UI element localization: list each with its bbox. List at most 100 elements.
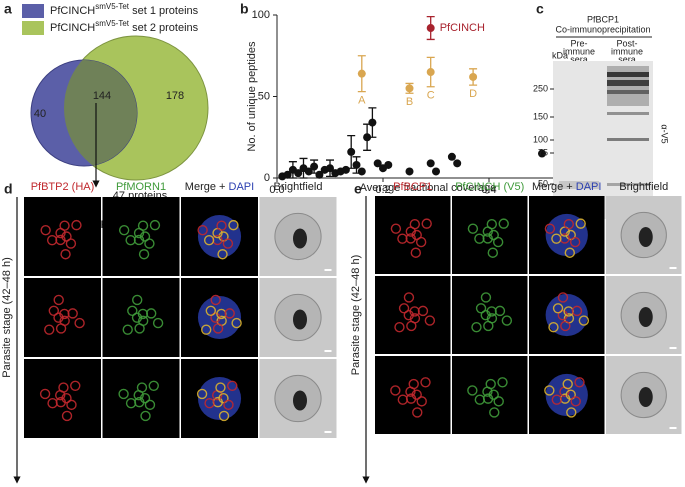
channel-header: PfBTP2 (HA) xyxy=(31,181,95,193)
channel-header: Merge + DAPI xyxy=(185,181,254,193)
channel-header: PfMORN1 xyxy=(116,181,166,193)
point xyxy=(363,133,372,142)
x-tick-label: 0.2 xyxy=(375,184,390,196)
band xyxy=(607,183,649,186)
organelle xyxy=(70,380,81,392)
organelle xyxy=(139,392,151,404)
organelle xyxy=(566,407,577,418)
panel-letter: a xyxy=(4,1,12,17)
organelle xyxy=(152,317,164,329)
organelle xyxy=(410,247,422,258)
organelle xyxy=(138,249,150,260)
band xyxy=(607,72,649,77)
organelle xyxy=(210,294,221,306)
channel-header: PfBCP1 xyxy=(393,181,432,193)
point xyxy=(453,159,462,168)
organelle xyxy=(471,321,482,333)
organelle xyxy=(146,308,157,319)
lane-label: Post- xyxy=(616,38,637,48)
channel-name: Merge + xyxy=(185,181,229,193)
organelle xyxy=(53,294,64,306)
organelle xyxy=(48,305,59,316)
organelle xyxy=(475,303,487,314)
channel-name: DAPI xyxy=(229,181,255,193)
point xyxy=(432,167,440,176)
point xyxy=(326,164,334,173)
panel-letter: d xyxy=(4,181,13,197)
organelle xyxy=(467,223,479,234)
organelle xyxy=(137,220,149,231)
panel-e: PfBCP1 PfCINCH (V5) Merge + DAPI Brightfiel… xyxy=(350,181,682,484)
organelle xyxy=(398,303,410,314)
organelle xyxy=(228,219,239,231)
organelle xyxy=(65,238,77,249)
organelle xyxy=(58,382,69,393)
organelle xyxy=(474,394,486,405)
organelle xyxy=(552,303,564,314)
channel-header: PfCINCH (V5) xyxy=(455,181,524,193)
lane-label: immune xyxy=(611,46,643,56)
unit-label: kDa xyxy=(552,50,568,60)
organelle xyxy=(122,324,133,335)
x-tick-label: 0.4 xyxy=(481,184,496,196)
point xyxy=(368,118,377,127)
venn-count: 178 xyxy=(166,90,184,102)
text-sup: smV5-Tet xyxy=(95,2,130,11)
organelle xyxy=(467,385,478,396)
organelle xyxy=(125,398,137,409)
organelle xyxy=(118,224,130,236)
organelle xyxy=(483,320,494,332)
organelle xyxy=(394,321,405,333)
point xyxy=(538,149,546,158)
organelle xyxy=(203,234,215,246)
point xyxy=(426,68,435,77)
side-label: Parasite stage (42–48 h) xyxy=(350,255,362,375)
organelle xyxy=(218,410,230,422)
organelle xyxy=(578,315,590,326)
organelle xyxy=(223,399,234,411)
text-base: PfCINCH xyxy=(50,5,95,17)
channel-name: Brightfield xyxy=(274,181,323,193)
organelle xyxy=(492,236,504,248)
panel-letter: e xyxy=(354,181,362,197)
organelle xyxy=(201,324,212,335)
point xyxy=(357,167,366,176)
organelle xyxy=(74,317,85,329)
organelle xyxy=(205,305,216,316)
channel-name: Merge + xyxy=(532,181,576,193)
organelle xyxy=(570,396,581,407)
marker-label: 150 xyxy=(533,111,548,121)
organelle xyxy=(574,377,585,388)
organelle xyxy=(222,238,234,249)
hemozoin xyxy=(638,387,653,407)
channel-name: PfMORN1 xyxy=(116,181,166,193)
point xyxy=(373,159,382,168)
organelle xyxy=(390,223,402,234)
organelle xyxy=(548,321,559,333)
blot-title: PfBCP1 xyxy=(587,14,619,24)
organelle xyxy=(196,388,208,400)
channel-name: Brightfield xyxy=(619,181,668,193)
organelle xyxy=(408,378,419,390)
side-label: Parasite stage (42–48 h) xyxy=(1,257,13,377)
organelle xyxy=(55,323,67,334)
band xyxy=(607,80,649,86)
band xyxy=(607,66,649,106)
organelle xyxy=(218,392,229,404)
organelle xyxy=(40,224,51,236)
organelle xyxy=(227,380,238,392)
point xyxy=(469,72,478,81)
point xyxy=(347,147,356,156)
y-tick-label: 100 xyxy=(252,9,270,21)
organelle xyxy=(66,399,77,411)
y-axis-label: No. of unique peptides xyxy=(246,41,258,152)
blot-title: Co-immunoprecipitation xyxy=(555,24,650,34)
organelle xyxy=(417,305,429,317)
organelle xyxy=(487,247,499,258)
organelle xyxy=(493,396,504,407)
point xyxy=(315,170,324,179)
legend-label: PfCINCHsmV5-Tet set 2 proteins xyxy=(50,19,199,34)
legend-swatch xyxy=(22,4,44,18)
organelle xyxy=(47,398,58,409)
organelle xyxy=(61,392,72,404)
